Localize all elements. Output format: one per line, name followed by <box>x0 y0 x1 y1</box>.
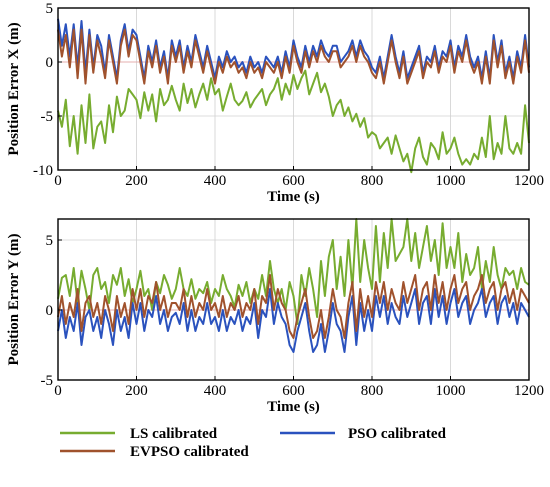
series-line-ls-calibrated <box>57 218 530 325</box>
legend-label-evpso: EVPSO calibrated <box>130 444 249 460</box>
series-line-ls-calibrated <box>57 69 530 174</box>
y-tick-label: 5 <box>46 233 54 249</box>
x-tick-label: 200 <box>125 383 148 399</box>
y-tick-labels: -10 -5 0 5 <box>33 1 62 179</box>
y-tick-label: -5 <box>41 109 54 125</box>
chart-y-error: 0 200 400 600 800 1000 1200 -505 Time (s) Posi… <box>6 218 544 415</box>
x-tick-label: 1200 <box>514 383 544 399</box>
y-tick-label: -10 <box>33 163 53 179</box>
x-tick-label: 400 <box>204 173 227 189</box>
chart-x-error: 0 200 400 600 800 1000 1200 -10 -5 0 5 Time (s) P… <box>6 1 544 205</box>
x-axis-label: Time (s) <box>267 189 320 205</box>
y-tick-label: -5 <box>41 373 54 389</box>
legend-item-ls: LS calibrated <box>60 426 218 442</box>
x-tick-label: 1200 <box>514 173 544 189</box>
x-tick-label: 600 <box>282 383 305 399</box>
y-axis-label: Position Error X (m) <box>6 22 22 155</box>
y-tick-label: 0 <box>46 55 54 71</box>
x-tick-labels: 0 200 400 600 800 1000 1200 <box>54 166 544 189</box>
series-line-evpso-calibrated <box>57 274 530 339</box>
x-tick-label: 1000 <box>436 383 466 399</box>
x-tick-label: 1000 <box>436 173 466 189</box>
x-tick-label: 800 <box>361 173 384 189</box>
x-tick-label: 0 <box>54 173 62 189</box>
legend: LS calibrated PSO calibrated EVPSO calib… <box>60 426 447 460</box>
legend-label-ls: LS calibrated <box>130 426 218 442</box>
legend-item-evpso: EVPSO calibrated <box>60 444 249 460</box>
series-line-evpso-calibrated <box>57 28 530 85</box>
x-tick-label: 600 <box>282 173 305 189</box>
legend-label-pso: PSO calibrated <box>348 426 447 442</box>
x-tick-label: 800 <box>361 383 384 399</box>
series-line-pso-calibrated <box>57 288 530 353</box>
y-axis-label: Position Error Y (m) <box>6 233 22 365</box>
series-lines <box>57 218 530 353</box>
series-lines <box>57 18 530 174</box>
series-line-pso-calibrated <box>57 18 530 80</box>
legend-item-pso: PSO calibrated <box>280 426 447 442</box>
x-tick-label: 0 <box>54 383 62 399</box>
y-tick-labels: -5 0 5 <box>41 233 62 389</box>
x-tick-labels: 0 200 400 600 800 1000 1200 <box>54 376 544 399</box>
y-tick-label: 5 <box>46 1 54 17</box>
x-axis-label: Time (s) <box>267 399 320 415</box>
x-tick-label: 200 <box>125 173 148 189</box>
y-tick-label: 0 <box>46 303 54 319</box>
x-tick-label: 400 <box>204 383 227 399</box>
